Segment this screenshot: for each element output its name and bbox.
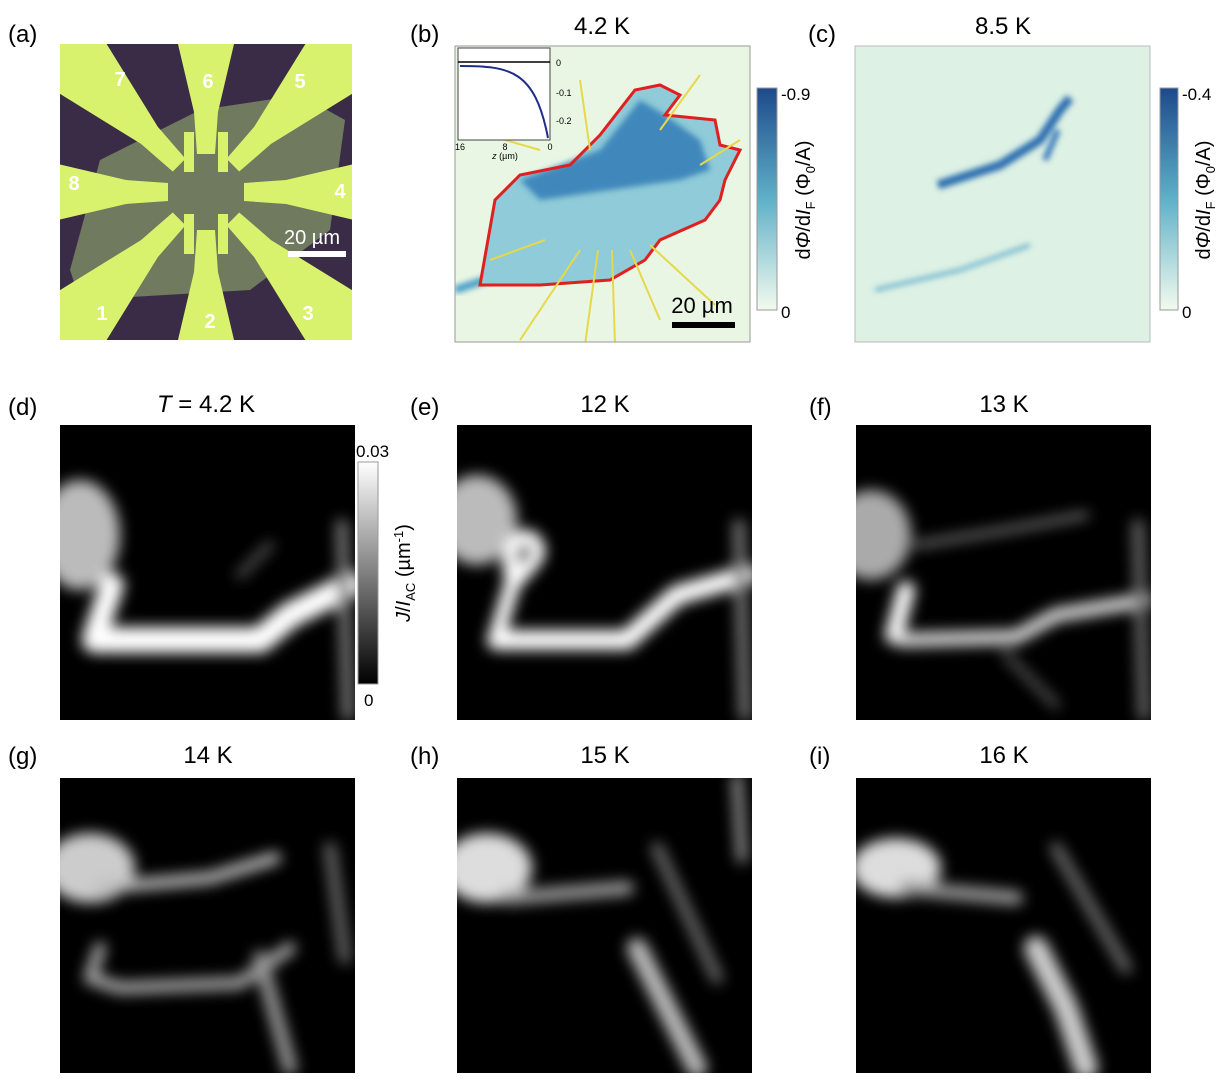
- colorbar-label: J/IAC (µm-1): [391, 524, 418, 623]
- panel-title: 13 K: [979, 391, 1028, 418]
- panel-title: 12 K: [580, 391, 629, 418]
- panel-label: (d): [8, 394, 37, 421]
- contact-label: 3: [302, 303, 313, 325]
- inset-tick: -0.1: [556, 88, 572, 98]
- panel-title: 15 K: [580, 742, 629, 769]
- contact-label: 6: [202, 71, 213, 93]
- inset-tick: 0: [556, 58, 561, 68]
- colorbar-label: dΦ/dIF (Φ0/A): [1193, 140, 1218, 259]
- contact-label: 5: [294, 71, 305, 93]
- scale-bar-label: 20 µm: [671, 293, 733, 318]
- colorbar-tick: -0.4: [1182, 85, 1211, 104]
- flux-map: [855, 46, 1150, 342]
- current-path: [906, 888, 1016, 898]
- colorbar: [757, 88, 777, 310]
- inset-tick: 16: [455, 142, 465, 152]
- page: (a) 1 2 3 4 5 6 7 8 20 µm (b) 4.2 K 0 -0…: [0, 0, 1220, 1079]
- current-path: [739, 525, 745, 715]
- contact-label: 8: [68, 173, 79, 195]
- panel-label: (i): [809, 743, 830, 770]
- panel-label: (h): [410, 743, 439, 770]
- panel-label: (b): [410, 21, 439, 48]
- panel-title: 16 K: [979, 742, 1028, 769]
- contact-label: 4: [334, 181, 346, 203]
- current-map: [457, 425, 752, 720]
- contact-label: 7: [114, 69, 125, 91]
- colorbar-tick: 0.03: [356, 442, 389, 461]
- panel-label: (c): [808, 21, 836, 48]
- contact-label: 1: [96, 303, 107, 325]
- panel-title: 4.2 K: [574, 13, 630, 40]
- inset-tick: -0.2: [556, 116, 572, 126]
- current-blob: [40, 480, 120, 590]
- micrograph: [0, 0, 426, 412]
- current-map: [457, 778, 752, 1073]
- current-path: [1138, 525, 1144, 715]
- inset-tick: 0: [547, 142, 552, 152]
- panel-label: (f): [809, 394, 832, 421]
- panel-label: (e): [410, 394, 439, 421]
- scale-bar: [288, 251, 346, 257]
- current-path: [737, 778, 742, 858]
- current-path: [507, 888, 627, 898]
- contact-label: 2: [204, 311, 215, 333]
- colorbar-tick: -0.9: [781, 85, 810, 104]
- current-map: [60, 778, 355, 1073]
- current-blob: [831, 490, 911, 580]
- colorbar: [1160, 88, 1178, 310]
- scale-bar-label: 20 µm: [284, 227, 340, 249]
- panel-label: (g): [8, 743, 37, 770]
- panel-label: (a): [8, 21, 37, 48]
- panel-title: 8.5 K: [975, 13, 1031, 40]
- figure: (a) 1 2 3 4 5 6 7 8 20 µm (b) 4.2 K 0 -0…: [0, 0, 1220, 1074]
- current-blob: [45, 833, 135, 903]
- current-map: [856, 425, 1151, 720]
- current-path: [894, 590, 906, 635]
- panel-title: T = 4.2 K: [157, 391, 255, 418]
- current-path: [342, 525, 348, 715]
- colorbar-tick: 0: [1182, 303, 1191, 322]
- scale-bar: [672, 322, 735, 328]
- colorbar-label: dΦ/dIF (Φ0/A): [793, 140, 818, 259]
- colorbar-tick: 0: [364, 691, 373, 710]
- panel-title: 14 K: [183, 742, 232, 769]
- inset-axis-label: z (µm): [491, 151, 518, 161]
- colorbar: [358, 462, 378, 684]
- colorbar-tick: 0: [781, 303, 790, 322]
